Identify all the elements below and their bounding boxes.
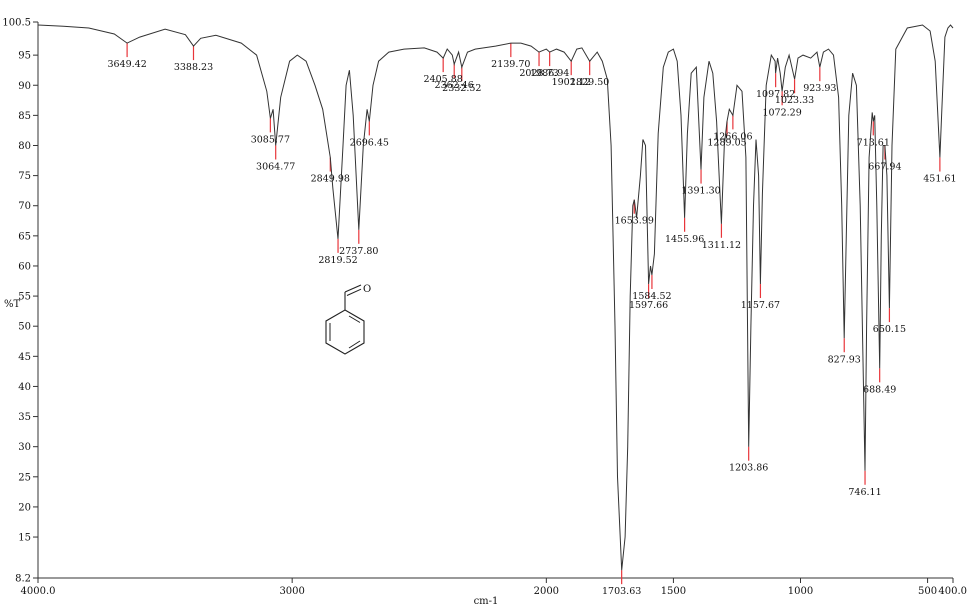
carbonyl-double-bond-a [344, 284, 362, 293]
x-tick-label: 4000.0 [21, 586, 56, 597]
peak-label: 2362.46 [435, 80, 474, 91]
y-tick-label: 50 [18, 322, 31, 333]
ring-double-bond-2 [348, 340, 361, 349]
y-tick-label: 90 [18, 81, 31, 92]
y-tick-label: 40 [18, 382, 31, 393]
peak-label: 1902.12 [552, 77, 591, 88]
y-tick-label: 30 [18, 442, 31, 453]
peak-label: 1584.52 [632, 291, 671, 302]
peak-label: 2849.98 [311, 174, 350, 185]
peak-label: 1597.66 [629, 300, 668, 311]
peak-label: 667.94 [868, 161, 901, 172]
y-tick-label: 85 [18, 111, 31, 122]
peak-label: 1829.50 [570, 77, 609, 88]
peak-label: 1653.99 [615, 216, 654, 227]
peak-label: 746.11 [848, 487, 881, 498]
peak-label: 2332.52 [442, 83, 481, 94]
y-tick-label: 25 [18, 472, 31, 483]
peak-label: 1703.63 [602, 586, 641, 597]
peak-label: 2028.73 [519, 68, 558, 79]
axes [37, 22, 953, 579]
peak-labels: 3649.42 3388.23 3085.77 3064.77 2849.98 2819.… [107, 59, 956, 597]
ring-double-bond-1 [348, 315, 361, 323]
peak-label: 1203.86 [729, 463, 768, 474]
y-tick-label: 70 [18, 201, 31, 212]
y-tick-label: 60 [18, 261, 31, 272]
peak-label: 688.49 [863, 384, 896, 395]
x-tick-label: 1000 [788, 586, 813, 597]
y-tick-label: 15 [18, 533, 31, 544]
peak-label: 1289.05 [707, 137, 746, 148]
peak-label: 3649.42 [107, 59, 146, 70]
peak-label: 923.93 [803, 83, 836, 94]
oxygen-atom-label: O [363, 284, 371, 295]
y-tick-label: 35 [18, 412, 31, 423]
x-axis-title: cm-1 [474, 596, 499, 606]
carbonyl-double-bond-b [346, 288, 362, 296]
y-tick-label: 45 [18, 352, 31, 363]
peak-label: 3064.77 [256, 161, 295, 172]
y-tick-label: 75 [18, 171, 31, 182]
x-tick-label: 400.0 [938, 586, 967, 597]
x-ticks: 4000.0 3000 2000 1500 1000 500 400.0 [21, 578, 967, 597]
peak-label: 3085.77 [251, 134, 290, 145]
y-axis-title: %T [4, 299, 21, 310]
y-tick-label: 65 [18, 231, 31, 242]
benzaldehyde-structure: O [325, 284, 371, 355]
peak-label: 1311.12 [702, 240, 741, 251]
x-tick-label: 3000 [279, 586, 304, 597]
peak-label: 1072.29 [762, 107, 801, 118]
y-tick-label: 100.5 [2, 18, 31, 29]
y-tick-label: 80 [18, 141, 31, 152]
y-tick-label: 8.2 [15, 574, 31, 585]
peak-label: 1266.06 [713, 131, 752, 142]
peak-label: 1157.67 [741, 300, 780, 311]
y-ticks: 100.5 95 90 85 80 75 70 65 60 55 50 45 40 35 30 25 20 15 8… [2, 18, 38, 585]
peak-label: 827.93 [828, 354, 861, 365]
peak-markers [126, 43, 941, 585]
peak-label: 2139.70 [491, 59, 530, 70]
y-tick-label: 20 [18, 502, 31, 513]
peak-label: 1455.96 [665, 234, 704, 245]
peak-label: 3388.23 [174, 62, 213, 73]
y-tick-label: 55 [18, 292, 31, 303]
peak-label: 713.61 [857, 137, 890, 148]
benzene-ring [325, 309, 365, 355]
peak-label: 1023.33 [775, 95, 814, 106]
peak-label: 2696.45 [350, 137, 389, 148]
peak-label: 2405.88 [424, 74, 463, 85]
y-tick-label: 95 [18, 51, 31, 62]
x-tick-label: 500 [918, 586, 937, 597]
x-tick-label: 1500 [661, 586, 686, 597]
x-tick-label: 2000 [534, 586, 559, 597]
peak-label: 2819.52 [318, 255, 357, 266]
peak-label: 650.15 [873, 324, 906, 335]
peak-label: 2737.80 [339, 246, 378, 257]
peak-label: 1986.94 [530, 68, 569, 79]
peak-label: 1097.82 [756, 89, 795, 100]
peak-label: 1391.30 [681, 186, 720, 197]
spectrum-line [37, 24, 954, 571]
peak-label: 451.61 [923, 174, 956, 185]
